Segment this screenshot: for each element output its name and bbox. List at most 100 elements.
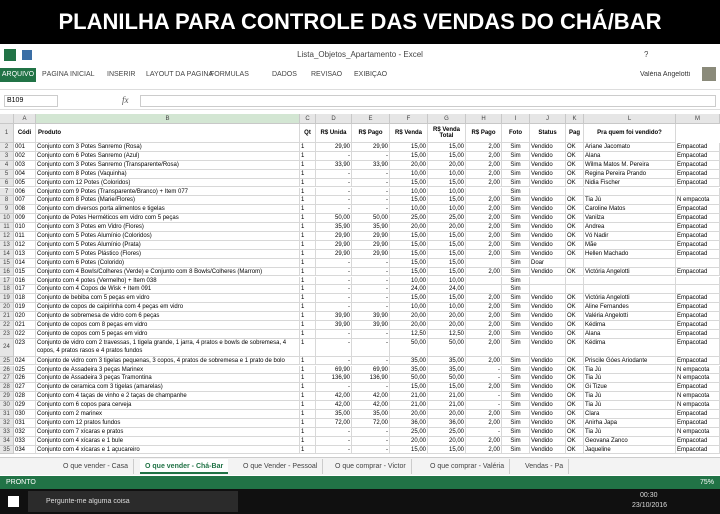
cell[interactable]: Vendido: [530, 143, 566, 152]
cell[interactable]: 42,00: [316, 392, 352, 402]
cell[interactable]: 20,00: [390, 321, 428, 330]
cell[interactable]: 1: [300, 410, 316, 419]
cell[interactable]: -: [352, 427, 390, 437]
cell[interactable]: [584, 285, 676, 295]
cell[interactable]: 1: [300, 240, 316, 250]
cell[interactable]: 39,90: [316, 321, 352, 330]
cell[interactable]: Sim: [502, 178, 530, 188]
cell[interactable]: Conjunto de Potes Herméticos em vidro co…: [36, 214, 300, 224]
cell[interactable]: Empacotad: [676, 356, 720, 366]
cell[interactable]: Empacotad: [676, 303, 720, 313]
cell[interactable]: 72,00: [352, 418, 390, 428]
cell[interactable]: Sim: [502, 232, 530, 241]
cell[interactable]: 15,00: [428, 249, 466, 259]
cell[interactable]: 12,50: [428, 329, 466, 339]
cell[interactable]: 1: [300, 276, 316, 286]
cell[interactable]: Alana: [584, 329, 676, 339]
cell[interactable]: OK: [566, 445, 584, 455]
cell[interactable]: 1: [300, 160, 316, 170]
cell[interactable]: 136,90: [352, 374, 390, 384]
cell[interactable]: -: [352, 436, 390, 446]
cell[interactable]: 15,00: [428, 178, 466, 188]
cell[interactable]: -: [316, 329, 352, 339]
cell[interactable]: Empacotad: [676, 445, 720, 455]
cell[interactable]: 10,00: [390, 187, 428, 197]
cell[interactable]: 032: [14, 427, 36, 437]
cell[interactable]: OK: [566, 374, 584, 384]
cell[interactable]: OK: [566, 214, 584, 224]
cell[interactable]: 10,00: [390, 303, 428, 313]
cell[interactable]: -: [316, 169, 352, 179]
cell[interactable]: -: [352, 338, 390, 357]
cell[interactable]: 24,00: [428, 285, 466, 295]
cell[interactable]: Conjunto com 5 Potes Plástico (Flores): [36, 249, 300, 259]
cell[interactable]: Conjunto de vidro com 2 travessas, 1 tig…: [36, 338, 300, 357]
cell[interactable]: 21,00: [390, 401, 428, 410]
cell[interactable]: 2,00: [466, 240, 502, 250]
cell[interactable]: OK: [566, 312, 584, 321]
cell[interactable]: [676, 285, 720, 295]
cell[interactable]: 1: [300, 329, 316, 339]
start-button[interactable]: [8, 496, 19, 507]
cell[interactable]: 011: [14, 232, 36, 241]
cell[interactable]: OK: [566, 223, 584, 232]
cell[interactable]: Ñ empacota: [676, 427, 720, 437]
cell[interactable]: Empacotad: [676, 143, 720, 152]
cell[interactable]: [530, 285, 566, 295]
cell[interactable]: -: [316, 445, 352, 455]
cell[interactable]: Conjunto de Assadeira 3 peças Tramontina: [36, 374, 300, 384]
cell[interactable]: [566, 258, 584, 268]
cell[interactable]: Empacotad: [676, 418, 720, 428]
cell[interactable]: 1: [300, 392, 316, 402]
cell[interactable]: 35,00: [390, 365, 428, 375]
cell[interactable]: Empacotad: [676, 214, 720, 224]
cell[interactable]: Vendido: [530, 249, 566, 259]
cell[interactable]: Gi Tizue: [584, 383, 676, 393]
cell[interactable]: 1: [300, 436, 316, 446]
cell[interactable]: 2,00: [466, 143, 502, 152]
cell[interactable]: 10,00: [390, 276, 428, 286]
cell[interactable]: 033: [14, 436, 36, 446]
cell[interactable]: 029: [14, 401, 36, 410]
cell[interactable]: Vendido: [530, 410, 566, 419]
cell[interactable]: OK: [566, 329, 584, 339]
cell[interactable]: Sim: [502, 258, 530, 268]
cell[interactable]: 25,00: [428, 427, 466, 437]
cell[interactable]: 010: [14, 223, 36, 232]
cell[interactable]: -: [352, 383, 390, 393]
cell[interactable]: 36,00: [428, 418, 466, 428]
cell[interactable]: -: [352, 178, 390, 188]
cell[interactable]: 004: [14, 169, 36, 179]
cell[interactable]: 21,00: [428, 392, 466, 402]
cell[interactable]: Conjunto de copos com 5 peças em vidro: [36, 329, 300, 339]
cell[interactable]: 1: [300, 267, 316, 277]
cell[interactable]: 72,00: [316, 418, 352, 428]
cell[interactable]: 2,00: [466, 249, 502, 259]
cell[interactable]: 50,00: [316, 214, 352, 224]
cell[interactable]: Empacotad: [676, 160, 720, 170]
cell[interactable]: 1: [300, 294, 316, 304]
cell[interactable]: Sim: [502, 214, 530, 224]
cell[interactable]: 1: [300, 196, 316, 206]
cell[interactable]: Vendido: [530, 321, 566, 330]
cell[interactable]: 10,00: [428, 169, 466, 179]
cell[interactable]: Ñ empacota: [676, 365, 720, 375]
cell[interactable]: 012: [14, 240, 36, 250]
cell[interactable]: Sim: [502, 169, 530, 179]
cell[interactable]: 15,00: [428, 294, 466, 304]
cell[interactable]: OK: [566, 321, 584, 330]
cell[interactable]: Conjunto de copos de caipirinha com 4 pe…: [36, 303, 300, 313]
cell[interactable]: 15,00: [390, 267, 428, 277]
cell[interactable]: [466, 258, 502, 268]
sheet-tab[interactable]: Vendas - Pa: [520, 459, 570, 474]
cell[interactable]: Conjunto com 5 Potes Alumínio (Coloridos…: [36, 232, 300, 241]
cell[interactable]: Aline Fernandes: [584, 303, 676, 313]
cell[interactable]: Sim: [502, 410, 530, 419]
cell[interactable]: -: [352, 205, 390, 215]
cell[interactable]: Tia Jú: [584, 196, 676, 206]
ribbon-tab[interactable]: INSERIR: [107, 71, 136, 78]
cell[interactable]: Hellen Machado: [584, 249, 676, 259]
cell[interactable]: 15,00: [390, 232, 428, 241]
cell[interactable]: Sim: [502, 285, 530, 295]
cell[interactable]: 007: [14, 196, 36, 206]
